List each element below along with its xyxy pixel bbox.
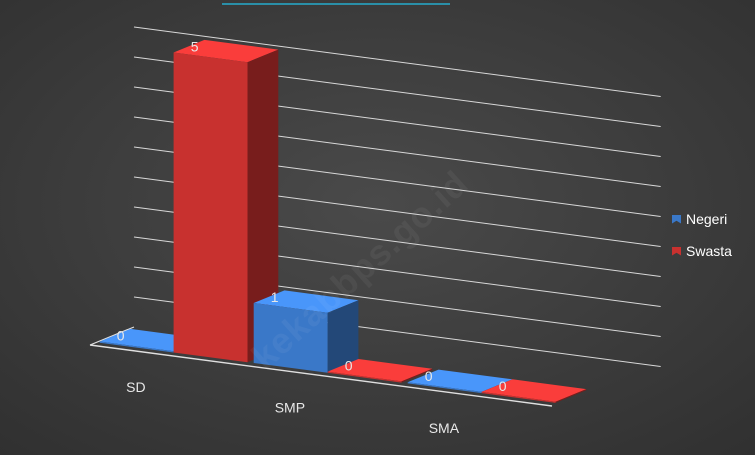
labels: 0 5 SD 1 0 SMP 0 0 SMA: [117, 38, 507, 436]
data-label-swasta-sma: 0: [499, 378, 507, 394]
floor-front-edge: [89, 344, 553, 407]
bar-swasta-smp: [327, 359, 433, 383]
bar-swasta-sma: [481, 379, 587, 403]
floor-side-edge: [89, 326, 135, 346]
data-label-negeri-sd: 0: [117, 327, 125, 343]
legend-item-swasta: Swasta: [672, 235, 732, 267]
legend-label-negeri: Negeri: [686, 211, 728, 227]
bars: [99, 39, 587, 403]
legend-swatch-negeri: [672, 214, 681, 224]
data-label-swasta-smp: 0: [345, 358, 353, 374]
data-label-negeri-smp: 1: [271, 289, 279, 305]
legend-label-swasta: Swasta: [686, 243, 732, 259]
legend-item-negeri: Negeri: [672, 203, 732, 235]
legend: Negeri Swasta: [672, 203, 732, 267]
floor-axis: [89, 326, 553, 407]
x-tick-label-sd: SD: [126, 379, 145, 395]
gridline: [133, 26, 661, 98]
legend-swatch-swasta: [672, 246, 681, 256]
bar-negeri-smp: [253, 290, 359, 373]
data-label-negeri-sma: 0: [425, 368, 433, 384]
data-label-swasta-sd: 5: [191, 38, 199, 54]
x-tick-label-smp: SMP: [275, 399, 305, 415]
bar-swasta-sd: [173, 39, 279, 363]
x-tick-label-sma: SMA: [429, 420, 460, 436]
